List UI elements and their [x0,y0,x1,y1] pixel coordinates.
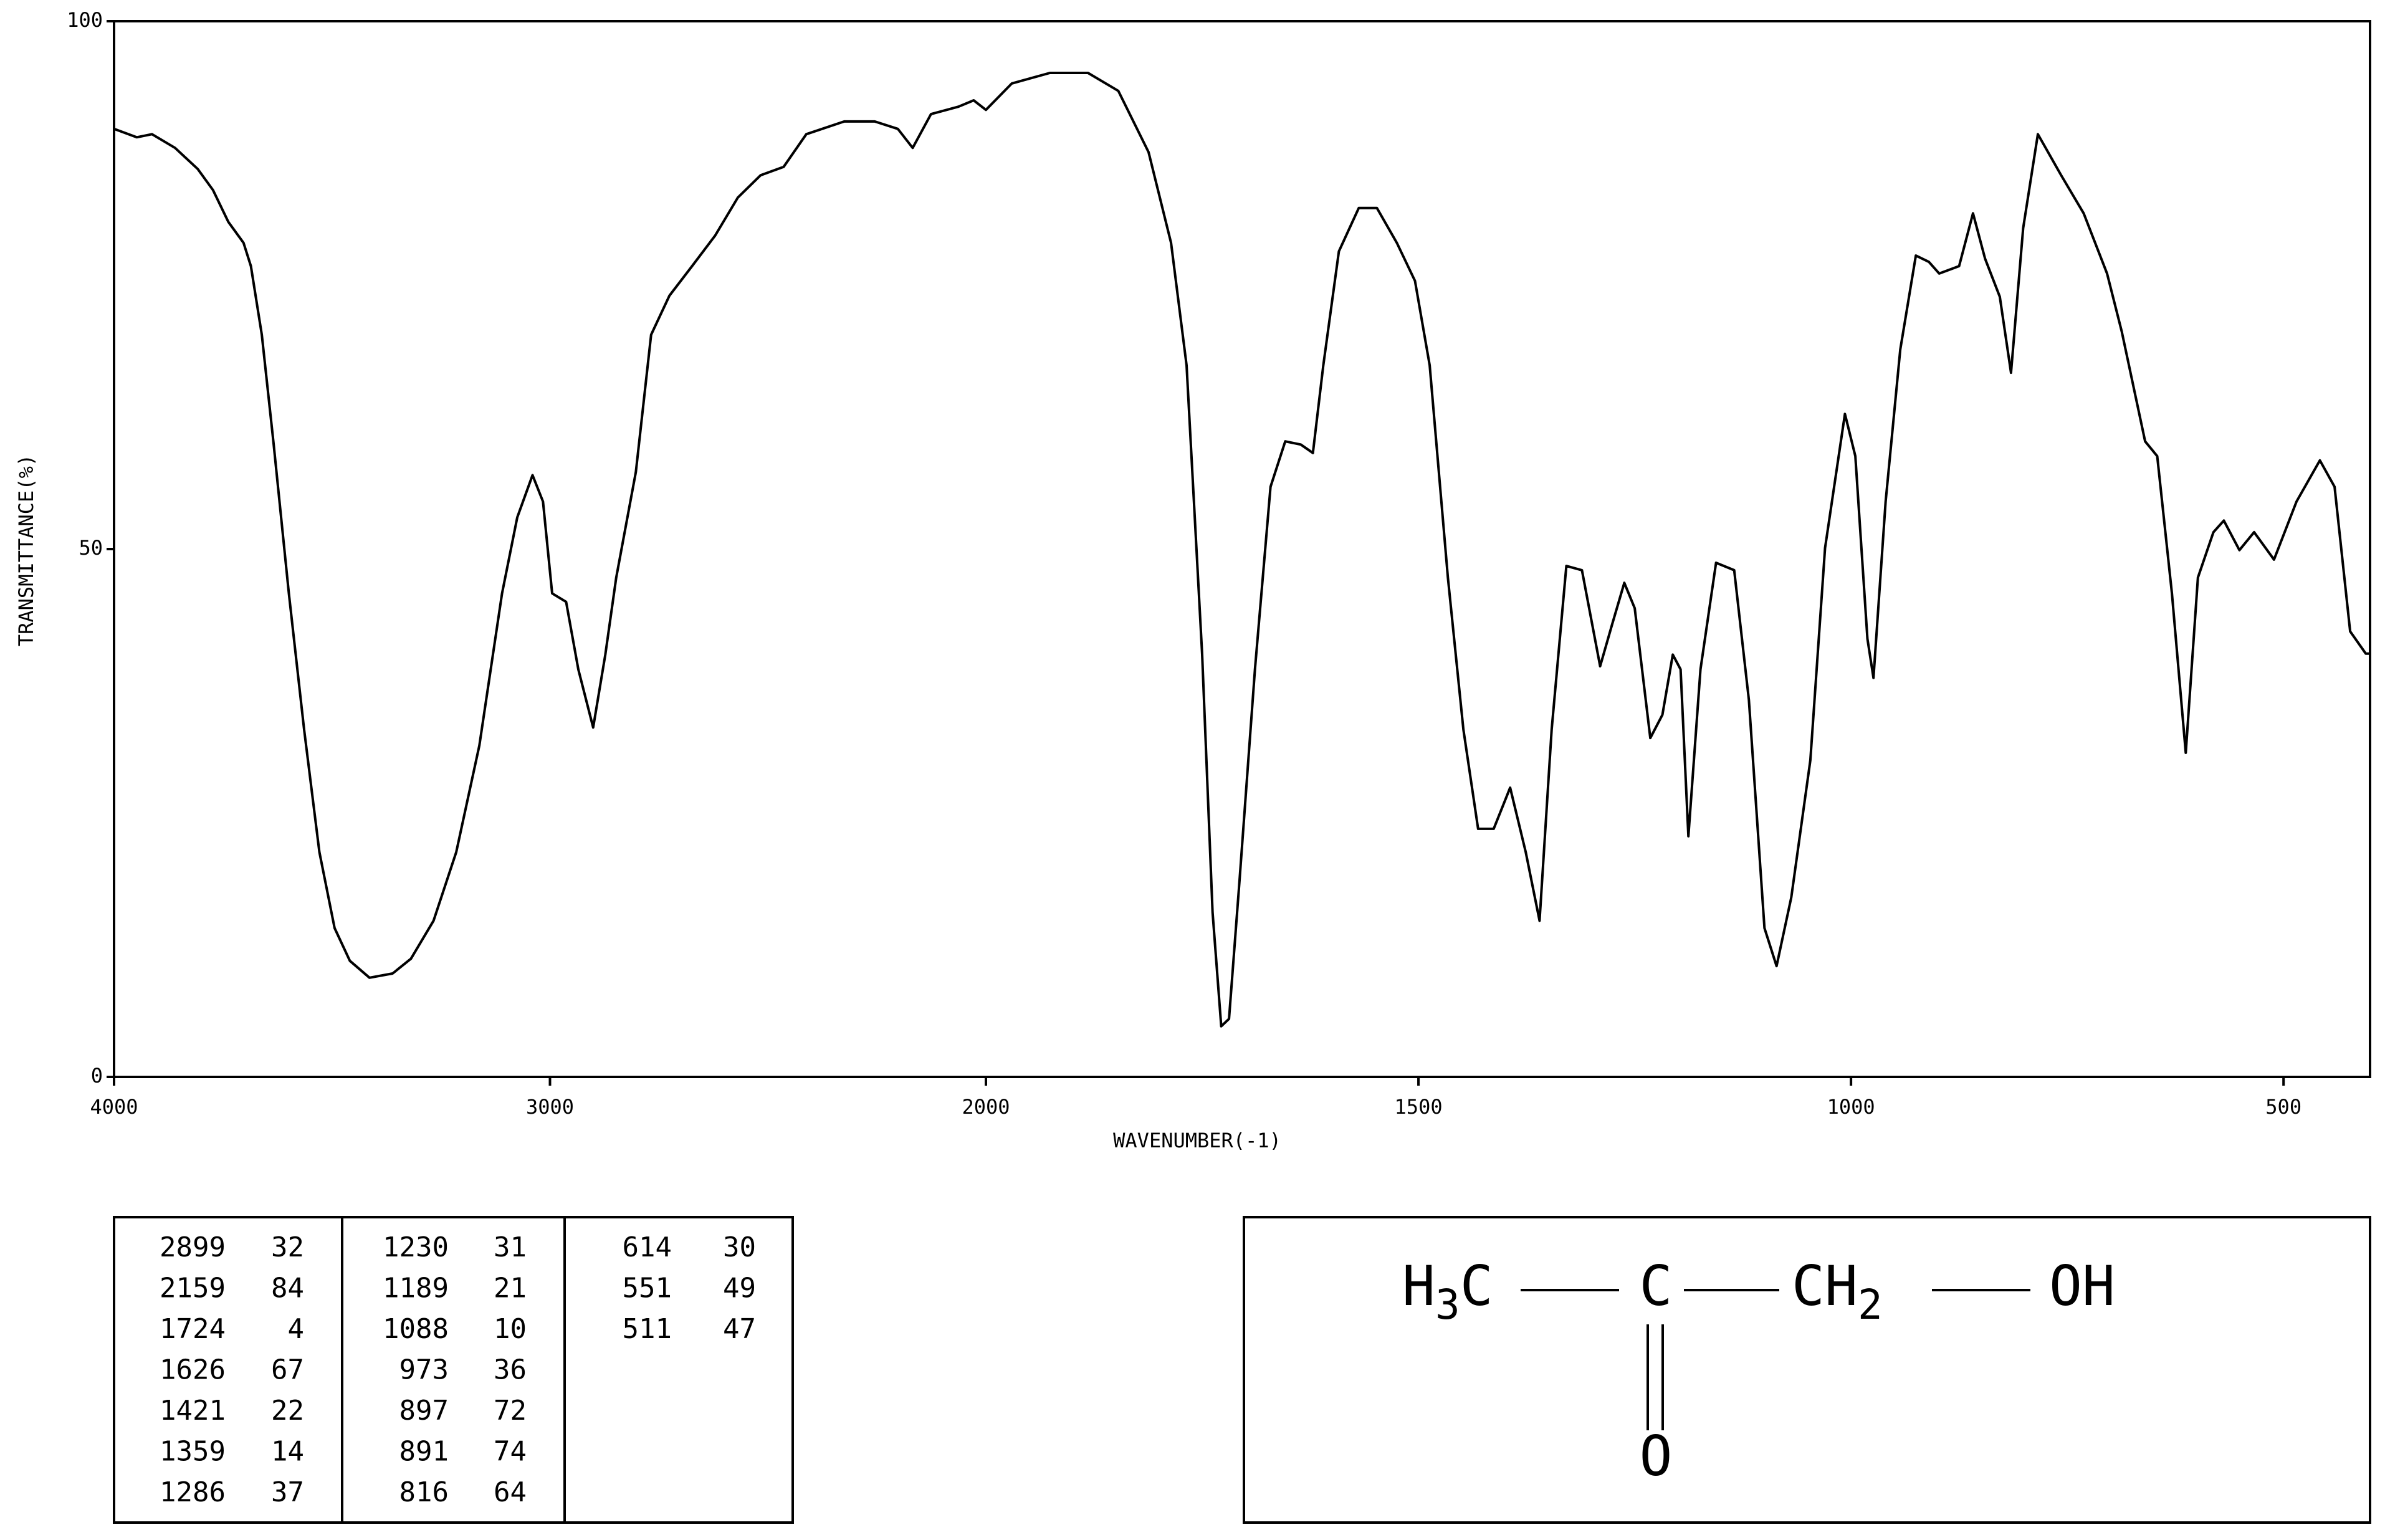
x-tick-label: 3000 [526,1095,574,1119]
peak-wavenumber: 614 [623,1232,672,1263]
peak-transmittance: 64 [494,1476,527,1508]
peak-transmittance: 67 [271,1354,304,1386]
peak-transmittance: 30 [723,1232,756,1263]
peak-wavenumber: 1088 [383,1313,449,1345]
structure-frame [1243,1216,2371,1524]
peak-wavenumber: 1724 [160,1313,226,1345]
x-tick-label: 4000 [90,1095,138,1119]
atom-label: OH [2049,1254,2115,1318]
peak-transmittance: 36 [494,1354,527,1386]
atom-text: CH [1792,1254,1858,1318]
peak-wavenumber: 1189 [383,1273,449,1304]
peak-wavenumber: 1230 [383,1232,449,1263]
peak-wavenumber: 891 [399,1436,449,1468]
y-axis-title: TRANSMITTANCE(%) [14,454,38,646]
peak-transmittance: 49 [723,1273,756,1304]
peak-wavenumber: 551 [623,1273,672,1304]
peak-transmittance: 31 [494,1232,527,1263]
x-tick-label: 1500 [1395,1095,1443,1119]
x-axis-title: WAVENUMBER(-1) [1113,1129,1281,1152]
peak-transmittance: 22 [271,1395,304,1427]
y-tick-label: 50 [79,536,103,560]
peak-transmittance: 84 [271,1273,304,1304]
atom-label: H3C [1402,1254,1493,1329]
peak-transmittance: 72 [494,1395,527,1427]
peak-wavenumber: 2159 [160,1273,226,1304]
peak-wavenumber: 816 [399,1476,449,1508]
peak-wavenumber: 1286 [160,1476,226,1508]
peak-wavenumber: 1359 [160,1436,226,1468]
spectrum-line [113,72,2370,1028]
atom-text: H [1402,1254,1435,1318]
atom-label: C [1640,1254,1673,1318]
atom-text: C [1640,1254,1673,1318]
peak-transmittance: 74 [494,1436,527,1468]
peak-wavenumber: 2899 [160,1232,226,1263]
peak-transmittance: 14 [271,1436,304,1468]
x-tick-label: 2000 [962,1095,1010,1119]
bonds [1521,1289,2030,1430]
subscript: 2 [1858,1281,1883,1329]
atom-text: OH [2049,1254,2115,1318]
peak-wavenumber: 973 [399,1354,449,1386]
subscript: 3 [1435,1281,1460,1329]
peak-wavenumber: 511 [623,1313,672,1345]
peak-transmittance: 10 [494,1313,527,1345]
atom-text: C [1460,1254,1493,1318]
peak-transmittance: 37 [271,1476,304,1508]
peak-wavenumber: 1421 [160,1395,226,1427]
atom-text: O [1640,1424,1673,1488]
peak-transmittance: 21 [494,1273,527,1304]
peak-table-frame [113,1216,794,1524]
x-tick-label: 500 [2265,1095,2301,1119]
x-tick-label: 1000 [1827,1095,1875,1119]
peak-wavenumber: 897 [399,1395,449,1427]
y-tick-label: 0 [91,1064,103,1088]
y-tick-label: 100 [67,8,103,32]
peak-wavenumber: 1626 [160,1354,226,1386]
peak-transmittance: 47 [723,1313,756,1345]
atom-label: CH2 [1792,1254,1883,1329]
atom-label: O [1640,1424,1673,1488]
peak-transmittance: 32 [271,1232,304,1263]
peak-transmittance: 4 [288,1313,305,1345]
